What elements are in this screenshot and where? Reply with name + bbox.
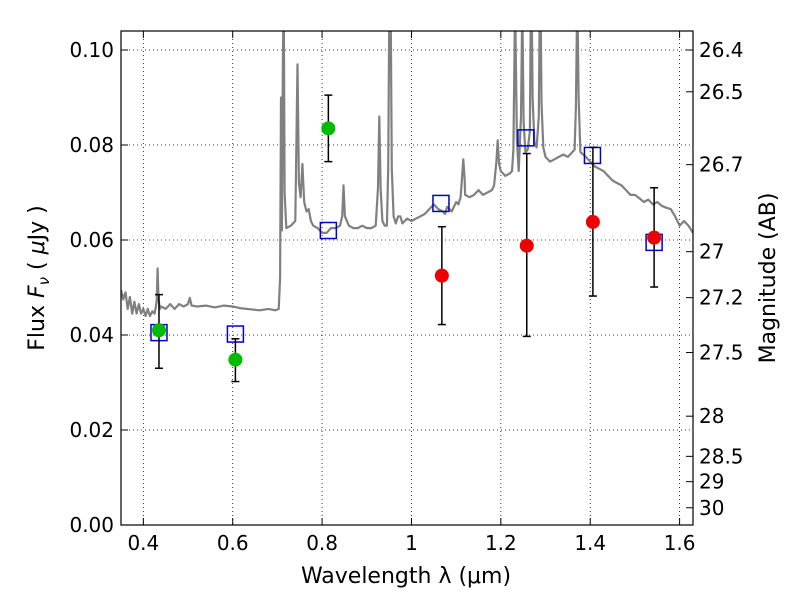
red-point	[434, 268, 449, 283]
y-tick-label: 0.08	[69, 133, 114, 157]
spectrum-line	[121, 31, 693, 318]
y2-tick-label: 27.2	[699, 286, 744, 310]
model-square	[432, 194, 450, 213]
x-tick-label: 1.4	[574, 531, 606, 555]
y2-tick-label: 28	[699, 404, 724, 428]
model-square	[319, 221, 338, 240]
y-tick-label: 0.02	[69, 418, 114, 442]
x-tick-label: 0.6	[217, 531, 249, 555]
red-point	[647, 230, 662, 245]
red-point	[585, 214, 600, 229]
x-tick-label: 1	[405, 531, 418, 555]
y2-axis-label: Magnitude (AB)	[756, 193, 781, 364]
green-point	[151, 323, 166, 338]
model-square	[517, 129, 535, 147]
x-tick-label: 1.2	[485, 531, 517, 555]
axis-layer: 0.4 0.6 0.8 1 1.2 1.4 1.6 0.00 0.02 0.04 0.06 0.08 0…	[69, 31, 744, 555]
y-tick-label: 0.10	[69, 38, 114, 62]
green-point	[228, 352, 243, 367]
y2-tick-label: 27	[699, 240, 724, 264]
spectrum-layer	[121, 31, 693, 318]
marker-layer	[150, 94, 663, 383]
y-axis-label: Flux Fν ( μJy )	[25, 205, 53, 350]
y-tick-label: 0.06	[69, 228, 114, 252]
y2-tick-label: 26.7	[699, 153, 744, 177]
y2-tick-label: 26.4	[699, 38, 744, 62]
green-point	[321, 121, 336, 136]
y2-tick-label: 27.5	[699, 341, 744, 365]
y2-tick-label: 30	[699, 496, 724, 520]
plot-frame	[120, 30, 694, 526]
y-tick-label: 0.04	[69, 323, 114, 347]
y2-tick-label: 28.5	[699, 444, 744, 468]
y2-tick-label: 29	[699, 470, 724, 494]
x-tick-label: 0.8	[306, 531, 338, 555]
y-tick-label: 0.00	[69, 513, 114, 537]
x-tick-label: 0.4	[127, 531, 159, 555]
y2-tick-label: 26.5	[699, 80, 744, 104]
x-tick-label: 1.6	[664, 531, 696, 555]
plot-area	[121, 31, 693, 525]
x-axis-label: Wavelength λ (μm)	[301, 564, 511, 589]
red-point	[519, 238, 534, 253]
